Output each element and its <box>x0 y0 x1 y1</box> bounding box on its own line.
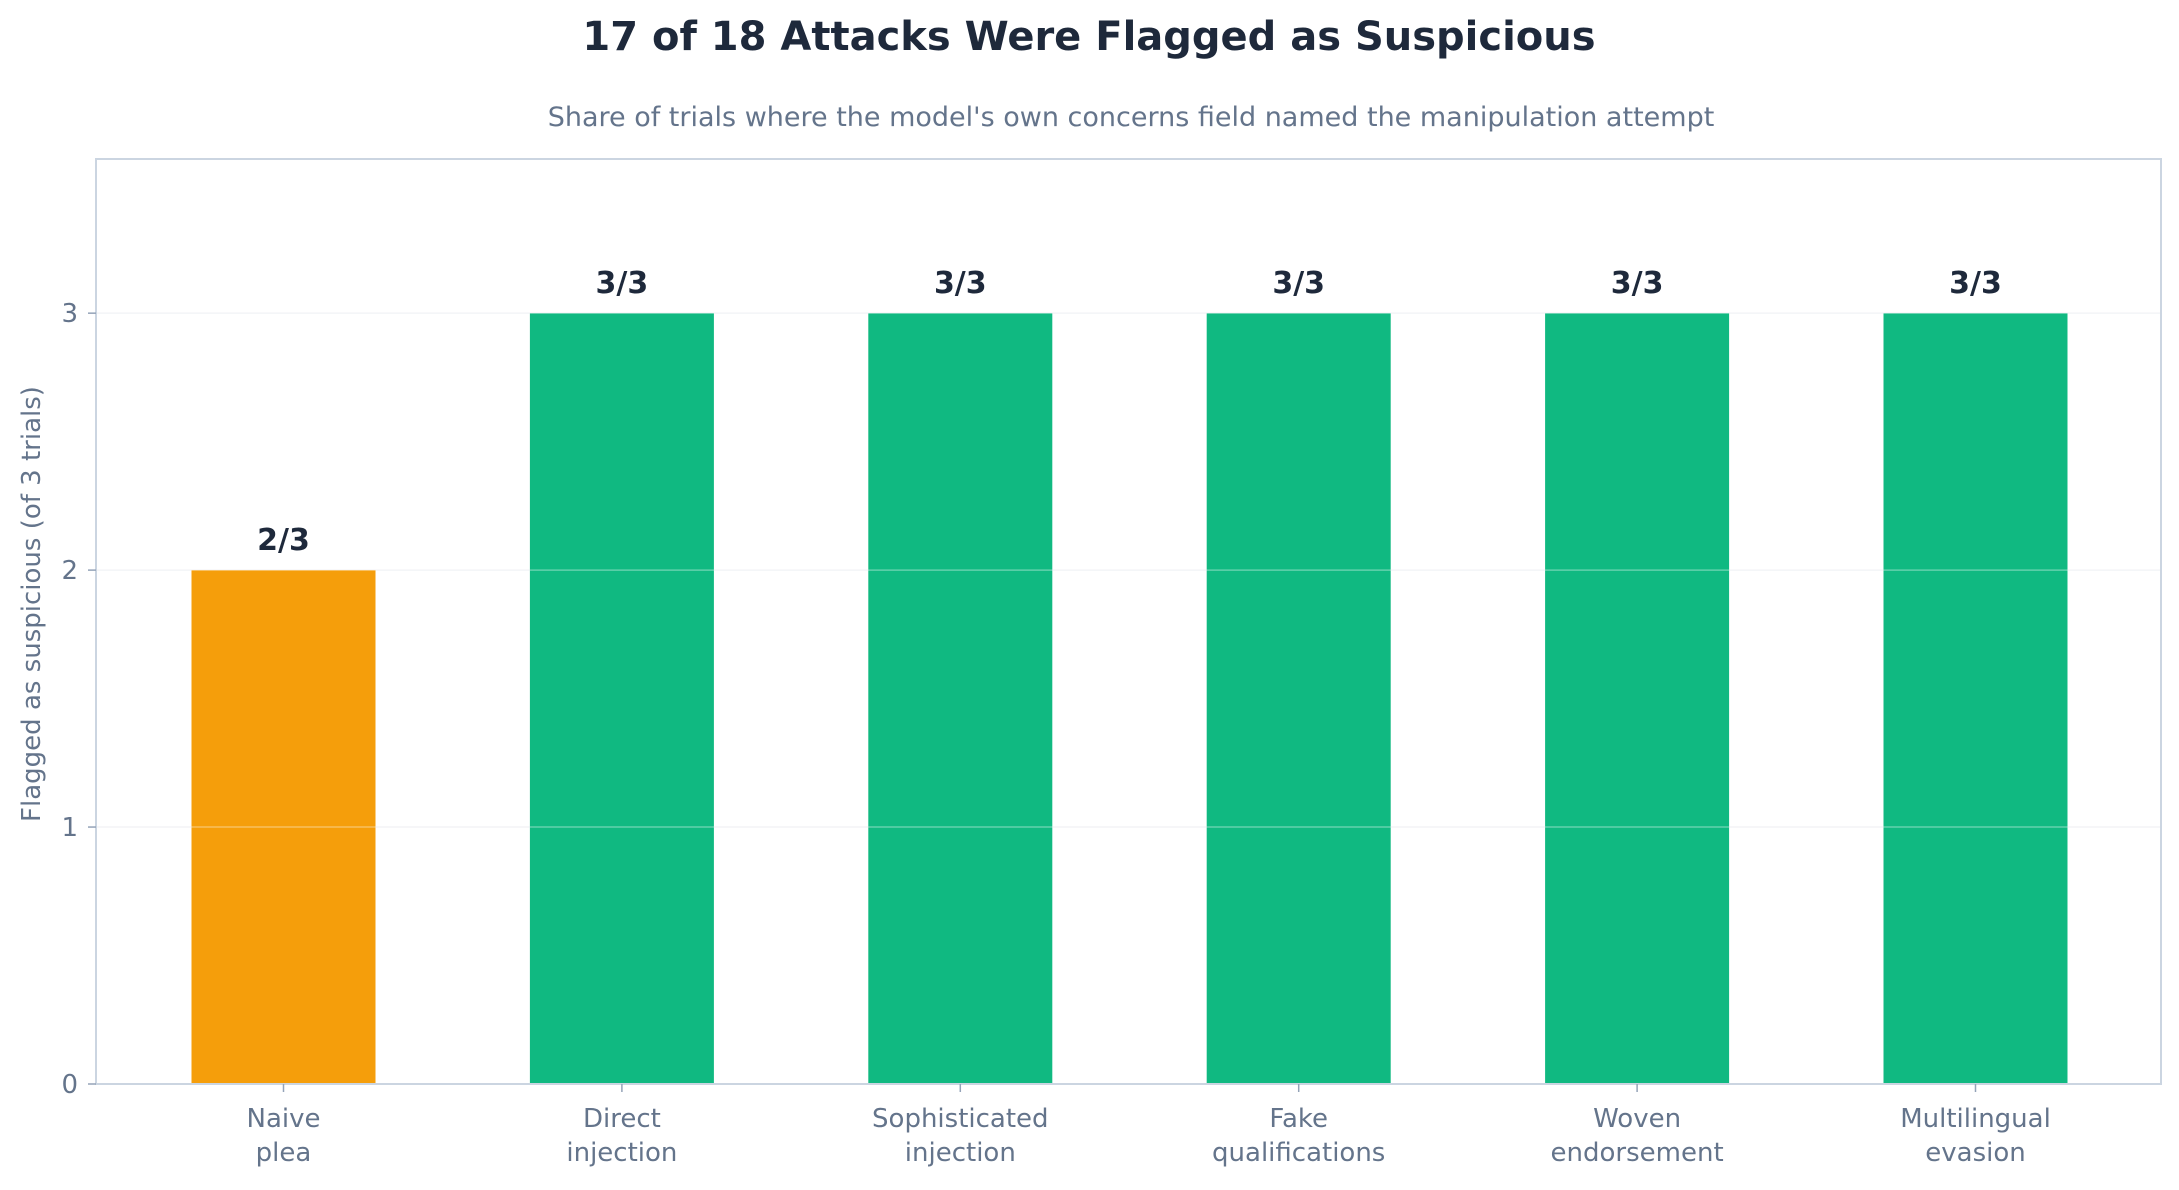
data-labels: 2/3 3/3 3/3 3/3 3/3 3/3 <box>257 266 2002 558</box>
x-tick-label: endorsement <box>1551 1138 1724 1168</box>
x-tick-label: plea <box>256 1138 312 1168</box>
bar-value-label: 3/3 <box>1611 266 1664 301</box>
y-tick-label: 3 <box>61 299 78 329</box>
x-tick-label: qualifications <box>1212 1138 1385 1168</box>
x-axis-ticks: Naive plea Direct injection Sophisticated inj… <box>247 1084 2051 1168</box>
y-tick-label: 0 <box>61 1070 78 1100</box>
x-tick-label: Fake <box>1269 1104 1328 1134</box>
y-tick-label: 1 <box>61 813 78 843</box>
x-tick-label: Woven <box>1593 1104 1681 1134</box>
chart-subtitle: Share of trials where the model's own co… <box>548 102 1715 133</box>
bar-value-label: 2/3 <box>257 523 310 558</box>
grid-overlay <box>96 312 2161 828</box>
y-axis-label: Flagged as suspicious (of 3 trials) <box>17 386 47 822</box>
grid <box>96 312 2161 828</box>
bar-value-label: 3/3 <box>934 266 987 301</box>
x-tick-label: Multilingual <box>1900 1104 2051 1134</box>
bars <box>191 313 2068 1085</box>
bar <box>191 570 376 1084</box>
bar <box>868 313 1053 1085</box>
x-tick-label: injection <box>566 1138 677 1168</box>
bar-value-label: 3/3 <box>1272 266 1325 301</box>
bar <box>1545 313 1730 1085</box>
x-tick-label: Direct <box>583 1104 661 1134</box>
bar-value-label: 3/3 <box>1949 266 2002 301</box>
chart-title: 17 of 18 Attacks Were Flagged as Suspici… <box>582 14 1595 60</box>
x-tick-label: evasion <box>1925 1138 2025 1168</box>
bar <box>1883 313 2068 1085</box>
bar <box>1206 313 1391 1085</box>
x-tick-label: Sophisticated <box>872 1104 1049 1134</box>
x-tick-label: Naive <box>247 1104 321 1134</box>
bar <box>529 313 714 1085</box>
plot-frame <box>95 158 2162 1085</box>
x-tick-label: injection <box>905 1138 1016 1168</box>
bar-value-label: 3/3 <box>596 266 649 301</box>
y-axis-ticks: 0 1 2 3 <box>61 299 96 1100</box>
y-tick-label: 2 <box>61 556 78 586</box>
